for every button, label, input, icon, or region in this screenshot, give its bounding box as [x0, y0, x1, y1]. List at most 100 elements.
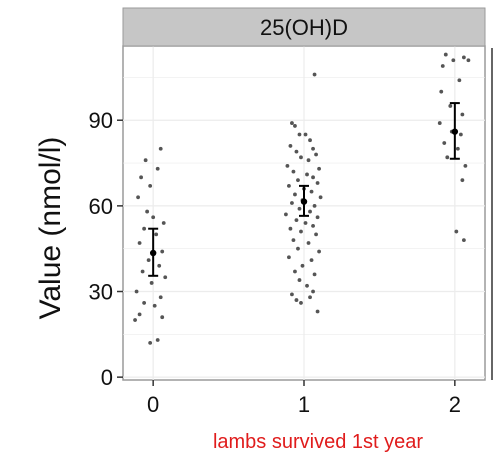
- data-point: [311, 175, 315, 180]
- facet-strip-label: 25(OH)D: [260, 15, 348, 40]
- data-point: [309, 189, 314, 194]
- data-point: [136, 195, 140, 200]
- data-point: [317, 249, 321, 254]
- data-point: [451, 58, 456, 63]
- data-point: [308, 295, 312, 300]
- data-point: [458, 132, 463, 137]
- data-points: [133, 52, 471, 345]
- x-tick-label: 2: [449, 392, 461, 417]
- data-point: [317, 166, 321, 171]
- y-tick-label: 0: [101, 365, 113, 390]
- data-point: [460, 178, 465, 183]
- data-point: [303, 132, 308, 137]
- data-point: [314, 152, 318, 157]
- data-point: [297, 278, 302, 282]
- data-point: [160, 249, 165, 254]
- data-point: [151, 215, 156, 220]
- data-point: [293, 192, 297, 197]
- data-point: [306, 241, 311, 245]
- data-point: [460, 112, 465, 117]
- data-point: [311, 146, 315, 151]
- data-point: [466, 58, 471, 63]
- data-point: [461, 55, 466, 60]
- data-point: [137, 241, 142, 245]
- data-point: [437, 121, 442, 125]
- data-point: [154, 232, 159, 237]
- data-point: [299, 301, 303, 305]
- data-point: [293, 269, 297, 274]
- data-point: [290, 292, 294, 297]
- data-point: [305, 283, 309, 288]
- data-point: [297, 206, 302, 211]
- data-point: [134, 289, 139, 294]
- data-point: [158, 295, 163, 300]
- data-point: [293, 124, 297, 128]
- y-tick-label: 30: [89, 280, 113, 305]
- data-point: [299, 155, 303, 160]
- data-point: [142, 226, 147, 231]
- x-axis: 0 1 2: [147, 380, 461, 417]
- data-point: [439, 89, 444, 94]
- data-point: [287, 183, 291, 188]
- mean-point: [149, 249, 157, 257]
- data-point: [300, 263, 305, 268]
- data-point: [140, 269, 145, 274]
- mean-point: [300, 198, 308, 205]
- data-point: [163, 275, 168, 280]
- x-tick-label: 0: [147, 392, 159, 417]
- data-point: [305, 172, 309, 177]
- mean-point: [451, 128, 459, 135]
- data-point: [303, 221, 308, 225]
- data-point: [445, 155, 450, 160]
- data-point: [160, 315, 165, 320]
- y-axis: 0 30 60 90: [89, 108, 123, 390]
- data-point: [137, 312, 142, 317]
- data-point: [157, 263, 162, 268]
- data-point: [312, 72, 317, 77]
- data-point: [308, 209, 312, 214]
- data-point: [288, 144, 293, 148]
- y-tick-label: 60: [89, 194, 113, 219]
- data-point: [291, 238, 296, 243]
- y-tick-label: 90: [89, 108, 113, 133]
- data-point: [145, 209, 150, 214]
- mean-errorbars: [148, 102, 460, 277]
- data-point: [133, 318, 137, 322]
- data-point: [287, 255, 291, 260]
- data-point: [297, 132, 302, 137]
- data-point: [294, 218, 299, 223]
- data-point: [311, 289, 315, 294]
- data-point: [463, 163, 468, 168]
- data-point: [142, 301, 147, 305]
- data-point: [440, 64, 445, 68]
- data-point: [290, 121, 294, 125]
- data-point: [299, 229, 303, 234]
- data-point: [455, 146, 460, 151]
- data-point: [315, 309, 320, 314]
- data-point: [290, 201, 294, 205]
- data-point: [312, 272, 317, 277]
- data-point: [294, 298, 299, 302]
- data-point: [309, 258, 314, 263]
- data-point: [296, 246, 300, 251]
- facet-strip: [122, 7, 486, 47]
- data-point: [448, 104, 453, 108]
- data-point: [149, 281, 154, 285]
- data-point: [291, 169, 296, 174]
- data-point: [148, 340, 153, 345]
- data-point: [285, 163, 290, 168]
- data-point: [308, 138, 312, 143]
- data-point: [155, 166, 160, 171]
- data-point: [314, 232, 318, 237]
- data-point: [443, 52, 448, 57]
- x-tick-label: 1: [298, 392, 310, 417]
- data-point: [312, 203, 317, 208]
- y-axis-title: Value (nmol/l): [34, 137, 67, 320]
- data-point: [148, 183, 153, 188]
- data-point: [284, 212, 288, 217]
- data-point: [155, 338, 160, 342]
- data-point: [318, 195, 323, 200]
- data-point: [146, 258, 151, 263]
- data-point: [294, 149, 299, 154]
